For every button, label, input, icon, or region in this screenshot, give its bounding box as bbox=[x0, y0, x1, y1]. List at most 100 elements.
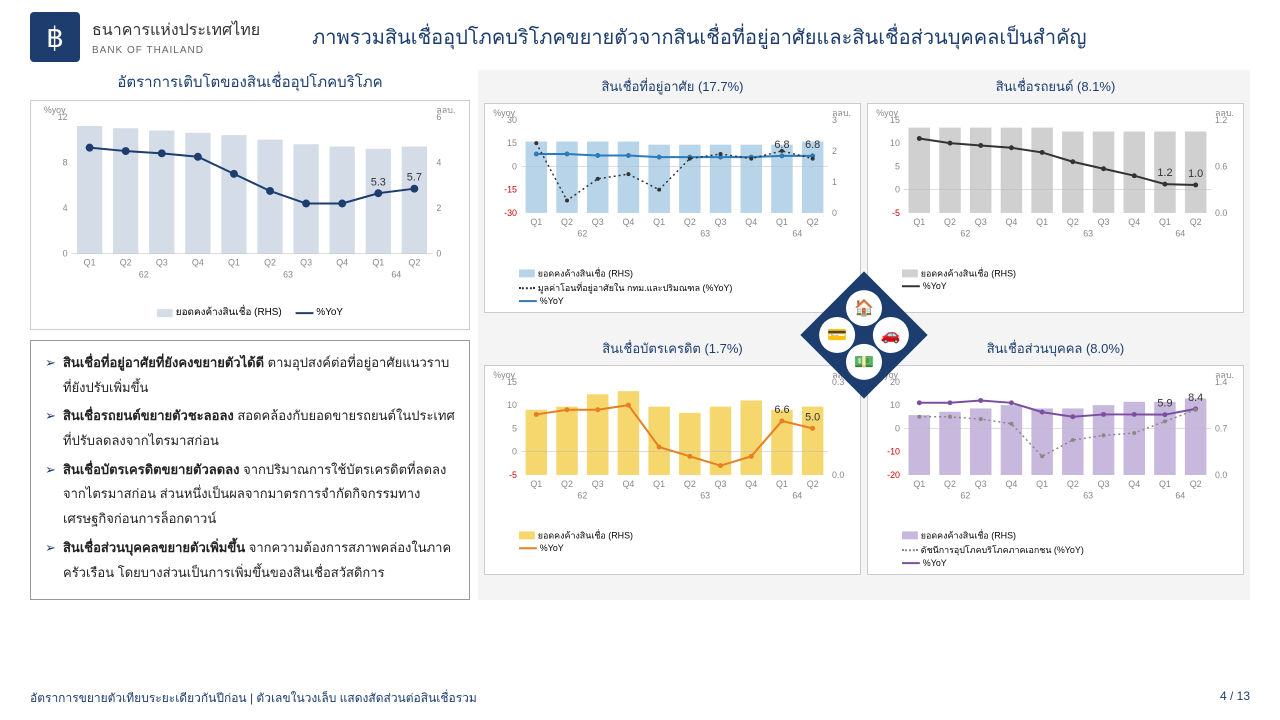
svg-text:Q3: Q3 bbox=[975, 217, 987, 227]
svg-text:62: 62 bbox=[139, 269, 149, 279]
svg-text:63: 63 bbox=[283, 269, 293, 279]
svg-text:Q1: Q1 bbox=[372, 258, 384, 268]
svg-text:Q2: Q2 bbox=[561, 217, 573, 227]
bullet-item: สินเชื่อบัตรเครดิตขยายตัวลดลง จากปริมาณก… bbox=[45, 458, 455, 532]
svg-text:0.0: 0.0 bbox=[1215, 470, 1227, 480]
mini-chart-grid: 🏠 🚗 💳 💵 สินเชื่อที่อยู่อาศัย (17.7%) -30… bbox=[478, 70, 1250, 600]
svg-text:Q1: Q1 bbox=[776, 479, 788, 489]
svg-text:5: 5 bbox=[512, 423, 517, 433]
svg-text:6.6: 6.6 bbox=[774, 404, 789, 416]
car-icon: 🚗 bbox=[873, 317, 909, 353]
svg-text:8: 8 bbox=[63, 157, 68, 167]
svg-text:Q4: Q4 bbox=[1005, 217, 1017, 227]
svg-text:5.3: 5.3 bbox=[371, 176, 386, 188]
mini-title: สินเชื่อรถยนต์ (8.1%) bbox=[867, 76, 1244, 97]
main-chart: 048120246%yoyลลบ.5.35.7Q1Q2Q3Q4Q1Q2Q3Q4Q… bbox=[30, 100, 470, 330]
svg-text:Q3: Q3 bbox=[1098, 479, 1110, 489]
footer-note: อัตราการขยายตัวเทียบระยะเดียวกันปีก่อน |… bbox=[30, 689, 477, 708]
mini-title: สินเชื่อส่วนบุคคล (8.0%) bbox=[867, 338, 1244, 359]
svg-text:Q4: Q4 bbox=[622, 479, 634, 489]
svg-text:0.7: 0.7 bbox=[1215, 423, 1227, 433]
svg-text:Q2: Q2 bbox=[807, 479, 819, 489]
svg-text:64: 64 bbox=[792, 491, 802, 501]
svg-text:Q1: Q1 bbox=[228, 258, 240, 268]
svg-text:Q1: Q1 bbox=[1159, 479, 1171, 489]
svg-text:0.0: 0.0 bbox=[832, 470, 844, 480]
svg-text:Q2: Q2 bbox=[408, 258, 420, 268]
svg-text:Q3: Q3 bbox=[156, 258, 168, 268]
svg-text:Q4: Q4 bbox=[1128, 479, 1140, 489]
svg-text:Q2: Q2 bbox=[561, 479, 573, 489]
svg-text:0.6: 0.6 bbox=[1215, 161, 1227, 171]
svg-text:Q2: Q2 bbox=[944, 217, 956, 227]
svg-text:Q2: Q2 bbox=[1190, 217, 1202, 227]
svg-text:-30: -30 bbox=[504, 208, 517, 218]
svg-text:Q1: Q1 bbox=[653, 217, 665, 227]
svg-text:Q1: Q1 bbox=[84, 258, 96, 268]
svg-text:Q4: Q4 bbox=[745, 479, 757, 489]
svg-text:Q2: Q2 bbox=[684, 217, 696, 227]
svg-text:Q2: Q2 bbox=[1190, 479, 1202, 489]
svg-text:0: 0 bbox=[895, 423, 900, 433]
mini-chart-3: สินเชื่อส่วนบุคคล (8.0%) -20-10010200.00… bbox=[867, 338, 1244, 594]
mini-title: สินเชื่อบัตรเครดิต (1.7%) bbox=[484, 338, 861, 359]
svg-text:63: 63 bbox=[1083, 491, 1093, 501]
svg-text:64: 64 bbox=[792, 229, 802, 239]
svg-text:4: 4 bbox=[436, 157, 441, 167]
svg-text:Q4: Q4 bbox=[622, 217, 634, 227]
svg-text:Q4: Q4 bbox=[192, 258, 204, 268]
svg-text:Q4: Q4 bbox=[336, 258, 348, 268]
svg-text:%yoy: %yoy bbox=[493, 108, 515, 118]
svg-text:62: 62 bbox=[960, 229, 970, 239]
svg-text:ลลบ.: ลลบ. bbox=[436, 105, 455, 115]
svg-text:Q2: Q2 bbox=[1067, 479, 1079, 489]
footer: อัตราการขยายตัวเทียบระยะเดียวกันปีก่อน |… bbox=[30, 689, 1250, 708]
svg-text:0: 0 bbox=[63, 249, 68, 259]
svg-text:4: 4 bbox=[63, 203, 68, 213]
svg-text:Q1: Q1 bbox=[1036, 217, 1048, 227]
svg-text:0: 0 bbox=[512, 161, 517, 171]
svg-text:Q3: Q3 bbox=[715, 217, 727, 227]
house-icon: 🏠 bbox=[846, 290, 882, 326]
svg-text:5.7: 5.7 bbox=[407, 172, 422, 184]
mini-chart-1: สินเชื่อรถยนต์ (8.1%) -50510150.00.61.2%… bbox=[867, 76, 1244, 332]
svg-text:ลลบ.: ลลบ. bbox=[1215, 370, 1234, 380]
header: ฿ ธนาคารแห่งประเทศไทย BANK OF THAILAND ภ… bbox=[0, 0, 1280, 70]
bullet-item: สินเชื่อที่อยู่อาศัยที่ยังคงขยายตัวได้ดี… bbox=[45, 351, 455, 400]
bullet-item: สินเชื่อส่วนบุคคลขยายตัวเพิ่มขึ้น จากควา… bbox=[45, 536, 455, 585]
svg-text:Q1: Q1 bbox=[1036, 479, 1048, 489]
svg-text:%yoy: %yoy bbox=[493, 370, 515, 380]
svg-text:2: 2 bbox=[436, 203, 441, 213]
svg-text:8.4: 8.4 bbox=[1188, 392, 1203, 404]
svg-text:1: 1 bbox=[832, 177, 837, 187]
svg-text:Q2: Q2 bbox=[807, 217, 819, 227]
svg-text:-10: -10 bbox=[887, 447, 900, 457]
svg-text:5.0: 5.0 bbox=[805, 412, 820, 424]
svg-text:Q1: Q1 bbox=[530, 217, 542, 227]
svg-text:ลลบ.: ลลบ. bbox=[832, 108, 851, 118]
svg-text:Q1: Q1 bbox=[913, 217, 925, 227]
svg-text:0.0: 0.0 bbox=[1215, 208, 1227, 218]
svg-text:Q1: Q1 bbox=[776, 217, 788, 227]
svg-text:-5: -5 bbox=[892, 208, 900, 218]
svg-text:%yoy: %yoy bbox=[876, 108, 898, 118]
svg-text:1.0: 1.0 bbox=[1188, 168, 1203, 180]
svg-text:Q2: Q2 bbox=[264, 258, 276, 268]
svg-text:63: 63 bbox=[700, 491, 710, 501]
svg-text:5.9: 5.9 bbox=[1157, 398, 1172, 410]
svg-text:-20: -20 bbox=[887, 470, 900, 480]
svg-text:Q3: Q3 bbox=[975, 479, 987, 489]
svg-text:2: 2 bbox=[832, 146, 837, 156]
svg-text:Q1: Q1 bbox=[653, 479, 665, 489]
page-title: ภาพรวมสินเชื่ออุปโภคบริโภคขยายตัวจากสินเ… bbox=[312, 21, 1250, 53]
svg-text:62: 62 bbox=[577, 229, 587, 239]
svg-text:Q2: Q2 bbox=[684, 479, 696, 489]
svg-text:63: 63 bbox=[1083, 229, 1093, 239]
bank-name: ธนาคารแห่งประเทศไทย BANK OF THAILAND bbox=[92, 18, 260, 56]
svg-text:-5: -5 bbox=[509, 470, 517, 480]
svg-text:Q1: Q1 bbox=[1159, 217, 1171, 227]
svg-text:Q4: Q4 bbox=[745, 217, 757, 227]
bank-name-th: ธนาคารแห่งประเทศไทย bbox=[92, 18, 260, 43]
svg-text:%yoy: %yoy bbox=[44, 105, 66, 115]
svg-text:ลลบ.: ลลบ. bbox=[1215, 108, 1234, 118]
